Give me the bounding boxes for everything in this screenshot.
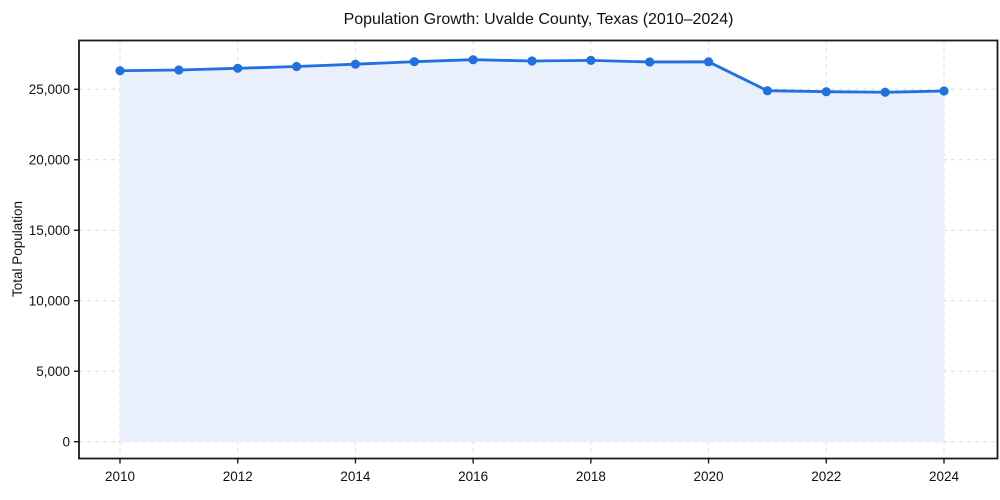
data-point-2013 (291, 61, 302, 72)
data-point-2011 (174, 65, 184, 75)
chart-title: Population Growth: Uvalde County, Texas … (343, 11, 734, 28)
x-tick-label: 2022 (811, 469, 841, 484)
data-point-2019 (645, 57, 655, 67)
data-point-2024 (939, 86, 949, 96)
data-point-2017 (527, 56, 537, 66)
plot-border (78, 39, 999, 460)
x-tick-label: 2012 (223, 469, 253, 484)
y-tick-label: 20,000 (29, 152, 70, 167)
data-point-2015 (409, 57, 419, 67)
x-tick-label: 2024 (929, 469, 960, 484)
data-point-2014 (350, 59, 361, 69)
data-point-2020 (703, 57, 714, 67)
x-tick-label: 2016 (458, 469, 488, 484)
data-point-2021 (762, 86, 773, 96)
x-tick-label: 2014 (340, 469, 371, 484)
x-tick-label: 2010 (105, 469, 135, 484)
y-tick-label: 15,000 (29, 223, 70, 238)
area-fill (120, 59, 944, 442)
data-point-2010 (115, 66, 125, 76)
data-point-2018 (586, 55, 596, 66)
x-tick-label: 2020 (694, 469, 724, 484)
y-tick-label: 25,000 (29, 82, 70, 97)
y-tick-label: 0 (62, 434, 70, 449)
y-tick-label: 10,000 (29, 293, 70, 308)
data-point-2012 (233, 63, 243, 73)
data-point-2023 (880, 87, 890, 97)
y-tick-label: 5,000 (36, 364, 70, 379)
x-tick-label: 2018 (576, 469, 606, 484)
data-point-2022 (821, 87, 831, 97)
data-point-2016 (468, 55, 478, 65)
